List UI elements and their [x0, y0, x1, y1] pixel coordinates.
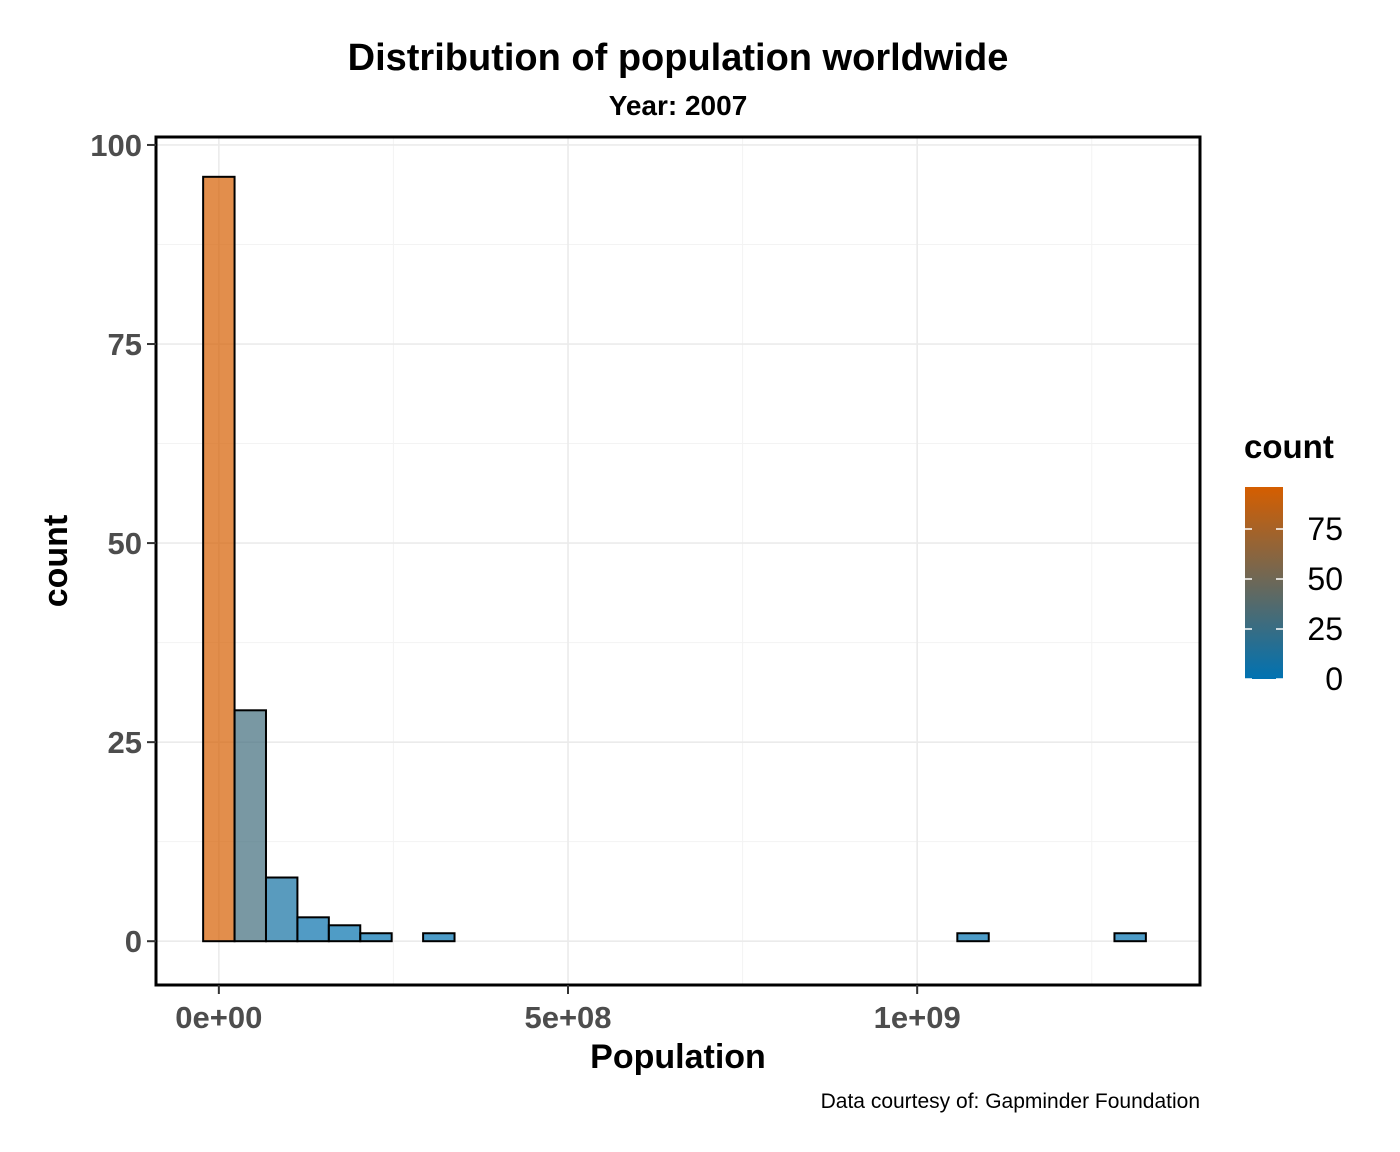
- histogram-bar: [359, 932, 393, 943]
- y-tick-label: 100: [90, 128, 142, 163]
- histogram-bar: [422, 932, 456, 943]
- histogram-bar: [264, 876, 299, 943]
- histogram-bar: [202, 175, 236, 943]
- chart-subtitle: Year: 2007: [609, 90, 748, 121]
- chart-title: Distribution of population worldwide: [348, 37, 1009, 79]
- y-tick-label: 75: [108, 327, 142, 362]
- color-legend: count 0 25 50 75: [1244, 428, 1343, 697]
- histogram-bars: [202, 175, 1147, 943]
- legend-tick-label: 0: [1325, 661, 1343, 697]
- grid-lines: [156, 137, 1200, 985]
- x-axis: 0e+00 5e+08 1e+09: [175, 985, 961, 1035]
- histogram-bar: [327, 924, 362, 943]
- histogram-bar: [1113, 932, 1147, 943]
- x-tick-label: 0e+00: [175, 1000, 262, 1035]
- histogram-bar: [233, 709, 267, 943]
- y-axis: 0 25 50 75 100: [90, 128, 156, 959]
- x-axis-title: Population: [590, 1038, 766, 1076]
- y-tick-label: 0: [125, 924, 142, 959]
- y-tick-label: 25: [108, 725, 142, 760]
- legend-ticks: 0 25 50 75: [1245, 511, 1343, 697]
- legend-title: count: [1244, 428, 1334, 465]
- legend-tick-label: 75: [1307, 511, 1343, 547]
- legend-colorbar: [1245, 487, 1283, 679]
- legend-tick-label: 25: [1307, 611, 1343, 647]
- y-tick-label: 50: [108, 526, 142, 561]
- histogram-bar: [956, 932, 990, 943]
- y-axis-title: count: [37, 515, 75, 608]
- chart-caption: Data courtesy of: Gapminder Foundation: [821, 1090, 1200, 1113]
- legend-tick-label: 50: [1307, 561, 1343, 597]
- histogram-bar: [296, 916, 330, 943]
- x-tick-label: 1e+09: [874, 1000, 961, 1035]
- plot-panel-border: [154, 135, 1202, 987]
- x-tick-label: 5e+08: [524, 1000, 611, 1035]
